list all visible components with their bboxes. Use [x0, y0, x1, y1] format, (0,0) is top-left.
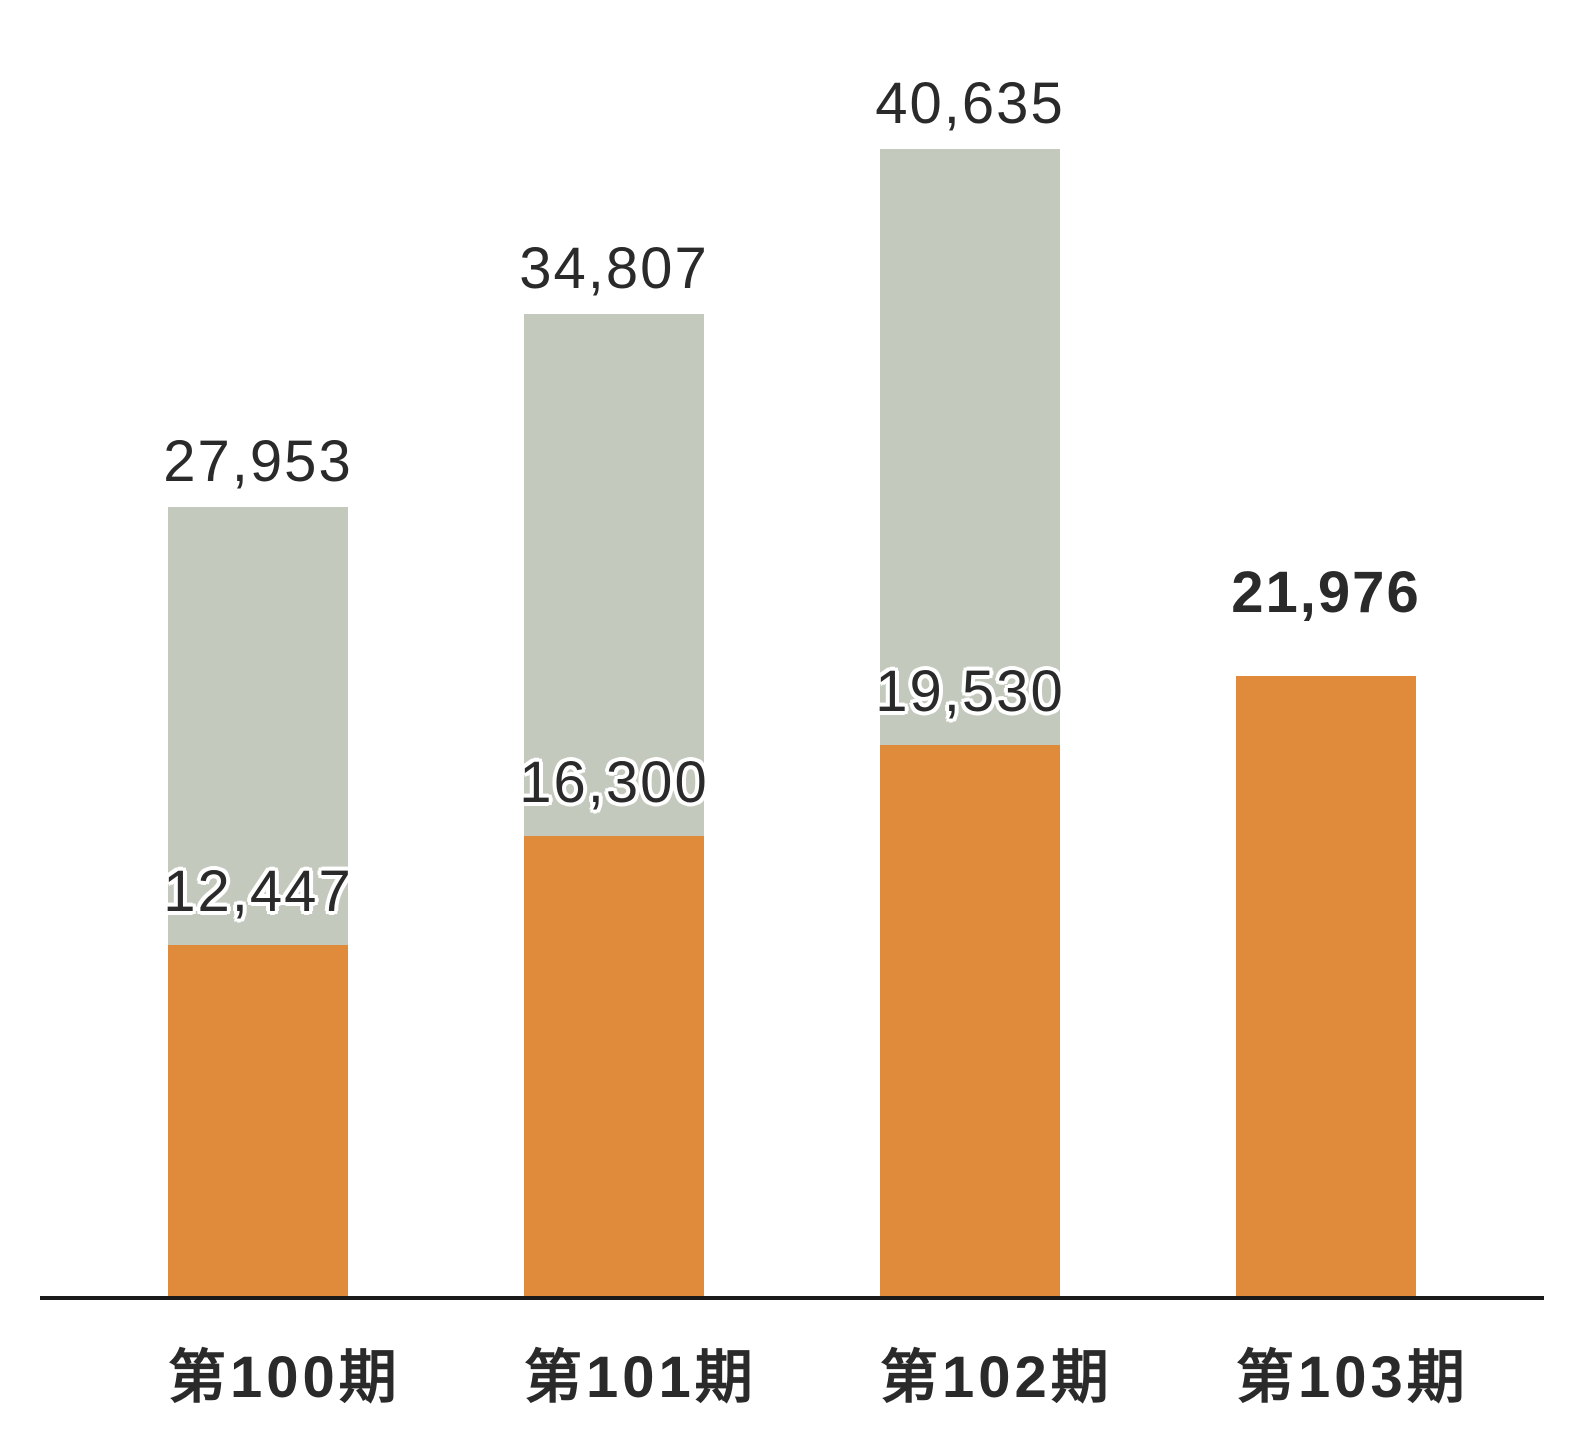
- bars-wrapper: 27,95312,44734,80716,30040,63519,53021,9…: [40, 30, 1544, 1296]
- front-value-label: 21,976: [1136, 559, 1516, 626]
- back-value-label: 34,807: [424, 235, 804, 302]
- bar-group: 34,80716,300: [524, 30, 704, 1296]
- x-axis-label: 第102期: [880, 1330, 1060, 1414]
- front-value-label: 19,530: [780, 658, 1160, 725]
- x-axis-label: 第103期: [1236, 1330, 1416, 1414]
- bar-group: 21,976: [1236, 30, 1416, 1296]
- bar-front: [168, 945, 348, 1296]
- front-value-label: 12,447: [68, 858, 448, 925]
- back-value-label: 40,635: [780, 70, 1160, 137]
- bar-front: [1236, 676, 1416, 1296]
- bar-front: [880, 745, 1060, 1296]
- front-value-label: 16,300: [424, 749, 804, 816]
- back-value-label: 27,953: [68, 428, 448, 495]
- bar-front: [524, 836, 704, 1296]
- bar-group: 40,63519,530: [880, 30, 1060, 1296]
- x-axis-labels: 第100期 第101期 第102期 第103期: [40, 1300, 1544, 1414]
- bar-group: 27,95312,447: [168, 30, 348, 1296]
- bar-chart: 27,95312,44734,80716,30040,63519,53021,9…: [0, 0, 1584, 1446]
- plot-area: 27,95312,44734,80716,30040,63519,53021,9…: [40, 30, 1544, 1300]
- x-axis-label: 第101期: [524, 1330, 704, 1414]
- x-axis-label: 第100期: [168, 1330, 348, 1414]
